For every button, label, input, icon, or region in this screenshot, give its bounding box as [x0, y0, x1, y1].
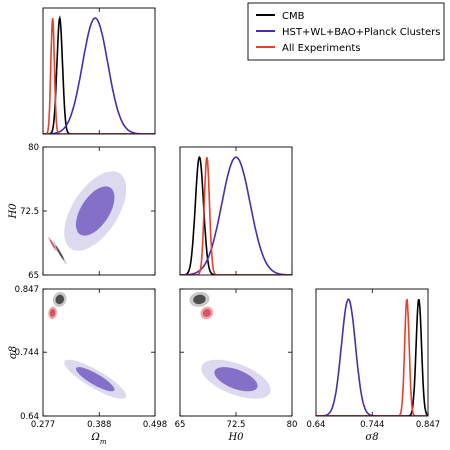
contour-om-h0-ytick-label: 65: [28, 271, 39, 281]
contour-om-s8-xtick-label: 0.498: [143, 420, 167, 430]
marginal-s8: [316, 298, 428, 416]
marginal-h0-line-2: [180, 157, 292, 275]
legend-entry-all: All Experiments: [282, 43, 361, 54]
contour-om-s8-xtick-label: 0.388: [87, 420, 111, 430]
contour-om-s8-inner-2: [49, 309, 56, 317]
contour-h0-s8-inner-2: [202, 309, 211, 317]
contour-h0-s8-xtick-label: 65: [175, 420, 186, 430]
marginal-h0: [180, 155, 292, 275]
contour-om-s8-inner-0: [55, 294, 64, 305]
contour-om-h0-inner-2: [49, 239, 56, 249]
marginal-h0-line-1: [180, 156, 292, 275]
contour-om-h0: [48, 171, 127, 265]
contour-h0-s8-xtick-label: 80: [287, 420, 298, 430]
marginal-om-line-1: [43, 17, 155, 134]
marginal-s8-xtick-label: 0.847: [416, 420, 440, 430]
legend: CMB HST+WL+BAO+Planck Clusters All Exper…: [247, 2, 445, 61]
contour-om-h0-ytick-label: 80: [28, 143, 39, 153]
marginal-h0-line-0: [180, 155, 292, 275]
contour-om-h0-inner-0: [55, 245, 64, 260]
contour-om-h0-ytick-label: 72.5: [20, 207, 39, 217]
legend-box: [247, 2, 445, 61]
marginal-s8-xtick-label: 0.64: [307, 420, 326, 430]
ylabel-h0: H0: [8, 203, 19, 220]
contour-h0-s8-frame: [179, 288, 293, 417]
marginal-om: [43, 15, 155, 134]
marginal-om-line-2: [43, 17, 155, 134]
xlabel-om: Ωm: [91, 432, 107, 446]
contour-om-s8-frame: [42, 288, 156, 417]
legend-entry-hst: HST+WL+BAO+Planck Clusters: [282, 27, 440, 38]
marginal-s8-line-2: [316, 298, 428, 416]
contour-om-s8: [48, 291, 127, 399]
marginal-om-frame: [42, 7, 156, 135]
marginal-om-line-0: [43, 15, 155, 134]
contour-om-s8-ytick-label: 0.744: [15, 348, 39, 358]
xlabel-h0: H0: [227, 432, 244, 443]
contour-om-s8-ytick-label: 0.64: [20, 412, 39, 422]
contour-om-s8-ytick-label: 0.847: [15, 285, 39, 295]
contour-om-s8-inner-1: [75, 367, 115, 392]
legend-entry-cmb: CMB: [282, 11, 305, 22]
contour-om-s8-xtick-label: 0.277: [31, 420, 55, 430]
contour-h0-s8-inner-0: [193, 294, 206, 305]
marginal-s8-xtick-label: 0.744: [360, 420, 384, 430]
ylabel-s8: σ8: [8, 346, 19, 359]
contour-h0-s8-inner-1: [214, 367, 258, 392]
contour-om-h0-inner-1: [75, 186, 115, 236]
marginal-h0-frame: [179, 146, 293, 276]
contour-h0-s8-xtick-label: 72.5: [227, 420, 246, 430]
xlabel-s8: σ8: [365, 432, 378, 443]
contour-h0-s8: [189, 291, 271, 399]
